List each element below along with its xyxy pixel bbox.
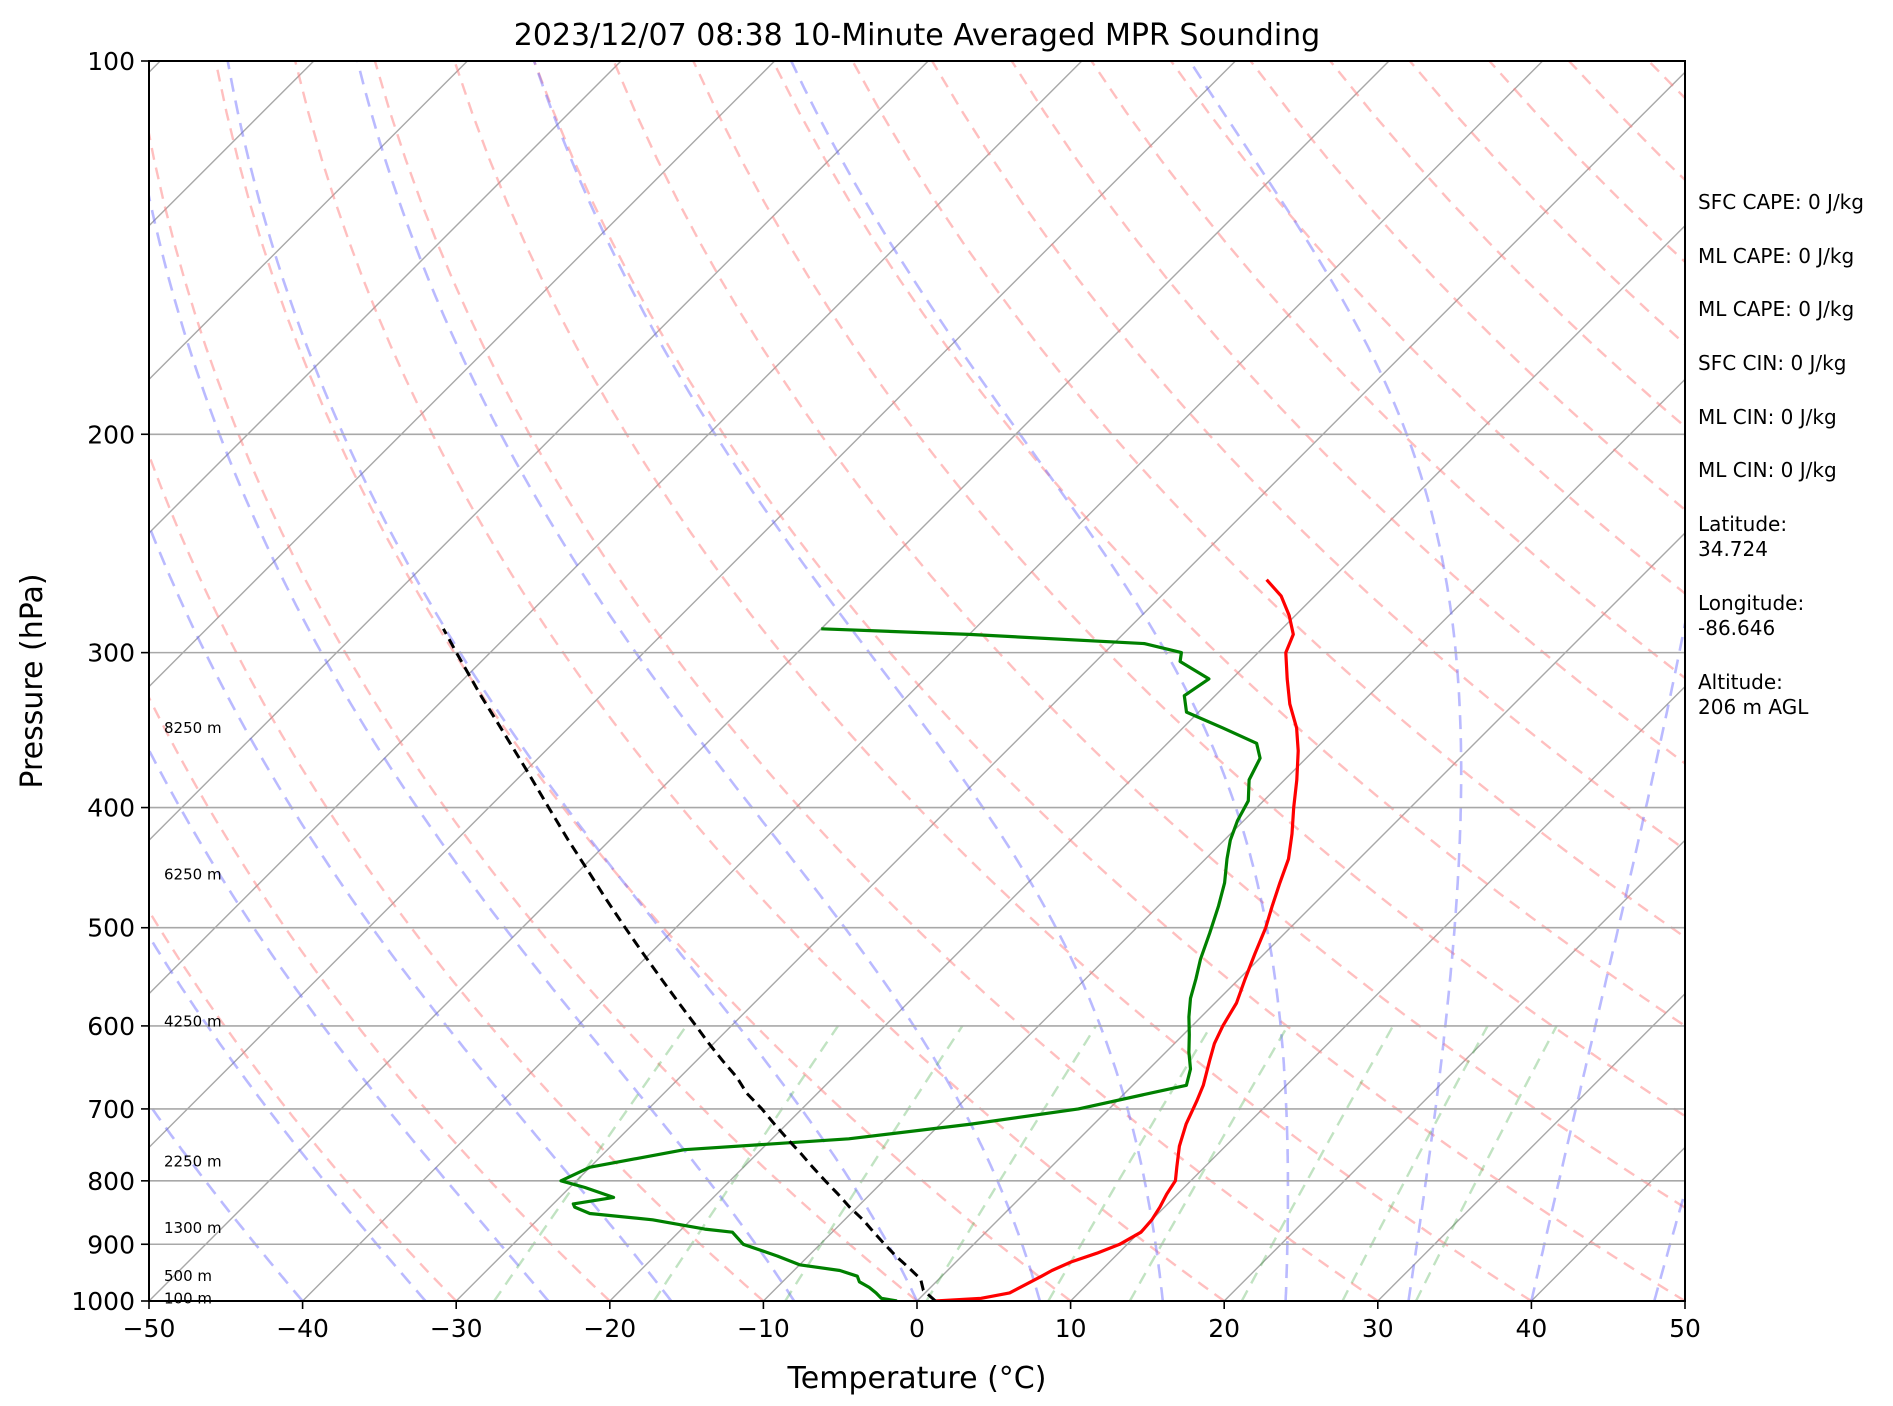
mixing-ratio-line xyxy=(1128,1025,1289,1301)
dry-adiabat xyxy=(294,61,1225,1301)
longitude-label: Longitude: xyxy=(1698,591,1804,615)
longitude-value: -86.646 xyxy=(1698,616,1775,640)
x-tick-label: 0 xyxy=(909,1314,925,1343)
height-label: 500 m xyxy=(164,1267,212,1285)
y-tick-label: 1000 xyxy=(71,1287,135,1316)
isotherm-line xyxy=(149,61,776,688)
dewpoint-line xyxy=(559,627,1262,1301)
x-tick-label: 40 xyxy=(1515,1314,1547,1343)
height-labels: 8250 m 6250 m 4250 m 2250 m 1300 m 500 m 100 m xyxy=(164,719,222,1307)
y-tick-label: 100 xyxy=(87,47,135,76)
height-label: 8250 m xyxy=(164,719,222,737)
isotherm-line xyxy=(609,224,1685,1301)
y-tick-label: 500 xyxy=(87,914,135,943)
altitude-label: Altitude: xyxy=(1698,670,1783,694)
x-tick-label: −30 xyxy=(430,1314,483,1343)
y-tick-label: 400 xyxy=(87,794,135,823)
stat-ml-cape: ML CAPE: 0 J/kg xyxy=(1698,244,1854,268)
isotherm-line xyxy=(1070,685,1685,1301)
stat-ml-cin: ML CIN: 0 J/kg xyxy=(1698,405,1837,429)
isotherm-line xyxy=(1377,992,1685,1301)
isotherm-line xyxy=(149,61,1083,995)
dry-adiabat xyxy=(373,61,1379,1301)
y-axis-label: Pressure (hPa) xyxy=(15,573,50,788)
isotherm-line xyxy=(916,532,1685,1301)
x-tick-label: 20 xyxy=(1208,1314,1240,1343)
height-label: 2250 m xyxy=(164,1153,222,1171)
y-tick-label: 600 xyxy=(87,1012,135,1041)
y-tick-label: 900 xyxy=(87,1230,135,1259)
x-tick-label: −10 xyxy=(737,1314,790,1343)
x-tick-label: −50 xyxy=(123,1314,176,1343)
dry-adiabat xyxy=(149,127,918,1301)
isotherm-line xyxy=(455,71,1685,1301)
background-lines xyxy=(0,61,1685,1301)
isotherm-line xyxy=(149,61,468,381)
mixing-ratio-line xyxy=(1414,1025,1558,1301)
stat-ml-cin-2: ML CIN: 0 J/kg xyxy=(1698,458,1837,482)
y-tick-label: 300 xyxy=(87,639,135,668)
stat-sfc-cape: SFC CAPE: 0 J/kg xyxy=(1698,190,1864,214)
x-tick-label: 50 xyxy=(1669,1314,1701,1343)
sounding-series xyxy=(442,578,1300,1301)
temperature-line xyxy=(935,578,1300,1301)
isotherm-line xyxy=(302,61,1544,1301)
height-label: 100 m xyxy=(164,1289,212,1307)
mixing-ratio-line xyxy=(1240,1025,1395,1301)
isotherm-line xyxy=(1223,839,1685,1301)
x-axis: −50 −40 −30 −20 −10 0 10 20 30 40 50 xyxy=(123,1301,1701,1343)
isotherm-line xyxy=(149,61,1236,1149)
mixing-ratio-line xyxy=(493,1025,688,1301)
x-tick-label: 30 xyxy=(1362,1314,1394,1343)
isotherm-line xyxy=(149,61,622,534)
moist-adiabat xyxy=(356,61,1042,1301)
dry-adiabat xyxy=(149,451,765,1301)
moist-adiabat xyxy=(1188,61,1463,1301)
moist-adiabat xyxy=(1530,617,1685,1301)
isotherm-line xyxy=(149,61,1390,1301)
y-axis: 1000 900 800 700 600 500 400 300 200 100 xyxy=(71,47,149,1316)
altitude-value: 206 m AGL xyxy=(1698,695,1809,719)
height-label: 1300 m xyxy=(164,1219,222,1237)
isotherm-line xyxy=(762,378,1685,1301)
moist-adiabat xyxy=(790,61,1290,1301)
plot-frame xyxy=(148,60,1686,1302)
dry-adiabat xyxy=(149,695,611,1301)
y-tick-label: 700 xyxy=(87,1095,135,1124)
y-tick-label: 200 xyxy=(87,420,135,449)
stat-ml-cape-2: ML CAPE: 0 J/kg xyxy=(1698,297,1854,321)
isotherm-line xyxy=(149,61,929,842)
mixing-ratio-line xyxy=(1341,1025,1489,1301)
latitude-value: 34.724 xyxy=(1698,537,1768,561)
dry-adiabat xyxy=(1090,61,1685,680)
mixing-ratio-line xyxy=(784,1025,964,1301)
dry-adiabat xyxy=(1170,61,1685,596)
x-tick-label: −20 xyxy=(583,1314,636,1343)
isotherm-line xyxy=(0,61,7,1301)
latitude-label: Latitude: xyxy=(1698,512,1787,536)
height-label: 4250 m xyxy=(164,1012,222,1030)
y-tick-label: 800 xyxy=(87,1167,135,1196)
dry-adiabat xyxy=(149,908,458,1301)
pressure-grid xyxy=(149,61,1685,1301)
dry-adiabat xyxy=(214,61,1072,1301)
stat-sfc-cin: SFC CIN: 0 J/kg xyxy=(1698,351,1846,375)
dry-adiabat xyxy=(532,61,1685,1301)
x-tick-label: −40 xyxy=(276,1314,329,1343)
moist-adiabat xyxy=(532,61,1165,1301)
mixing-ratio-line xyxy=(1047,1025,1212,1301)
moist-adiabat xyxy=(149,522,673,1301)
x-axis-label: Temperature (°C) xyxy=(787,1361,1047,1396)
moist-adiabat xyxy=(226,61,919,1301)
height-label: 6250 m xyxy=(164,866,222,884)
chart-title: 2023/12/07 08:38 10-Minute Averaged MPR … xyxy=(514,18,1320,53)
parcel-line xyxy=(442,628,937,1301)
stats-panel: SFC CAPE: 0 J/kg ML CAPE: 0 J/kg ML CAPE… xyxy=(1698,190,1864,719)
dry-adiabat xyxy=(612,61,1685,1210)
x-tick-label: 10 xyxy=(1055,1314,1087,1343)
moist-adiabat xyxy=(149,934,427,1301)
